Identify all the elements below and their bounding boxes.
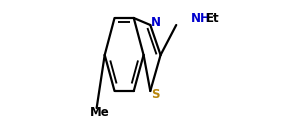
- Text: S: S: [151, 88, 160, 100]
- Text: Me: Me: [90, 105, 110, 119]
- Text: Et: Et: [206, 12, 219, 24]
- Text: NH: NH: [190, 12, 210, 24]
- Text: N: N: [151, 15, 161, 29]
